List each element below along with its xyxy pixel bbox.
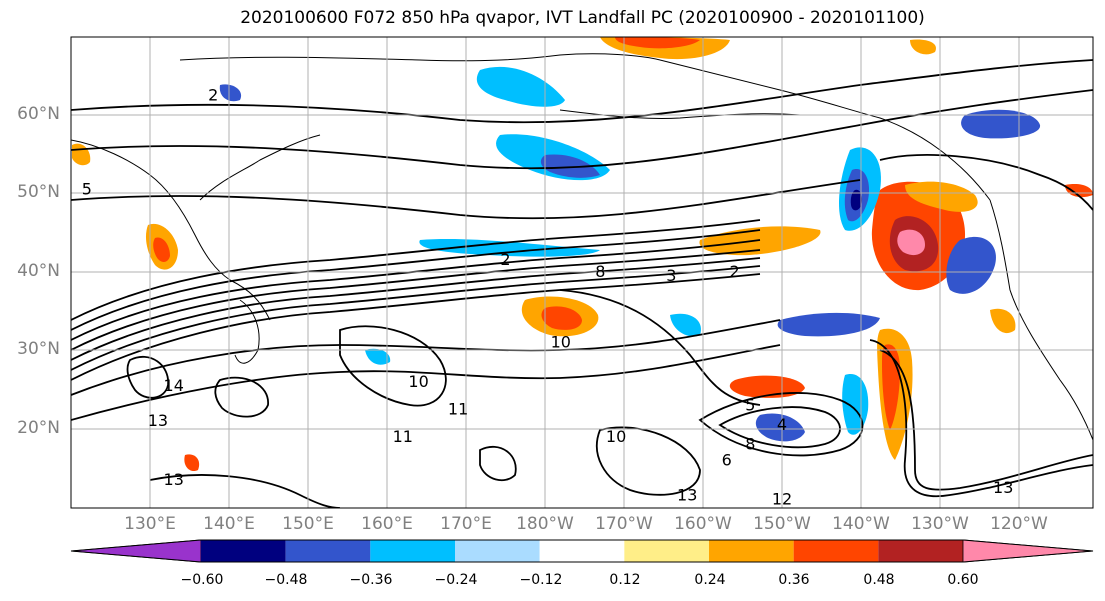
contour-label: 6 xyxy=(722,450,732,469)
colorbar xyxy=(70,539,1094,563)
lon-label-120w: 120°W xyxy=(990,514,1048,534)
colorbar-segment xyxy=(878,540,963,562)
colorbar-tick: −0.48 xyxy=(264,572,308,588)
lon-label-180w: 180°W xyxy=(516,514,574,534)
colorbar-segment xyxy=(455,540,540,562)
lat-label-50n: 50°N xyxy=(17,182,60,202)
contour-label: 8 xyxy=(745,435,755,454)
contour-label: 13 xyxy=(148,411,168,430)
contour-label: 2 xyxy=(500,250,510,269)
contour-label: 14 xyxy=(164,376,184,395)
lon-label-170e: 170°E xyxy=(440,514,492,534)
contour-label: 2 xyxy=(208,85,218,104)
map-title: 2020100600 F072 850 hPa qvapor, IVT Land… xyxy=(240,8,925,28)
colorbar-tick: −0.36 xyxy=(349,572,393,588)
colorbar-segment xyxy=(201,540,286,562)
contour-label: 10 xyxy=(606,427,626,446)
map-frame xyxy=(70,36,1094,509)
colorbar-tick: −0.60 xyxy=(180,572,224,588)
lon-label-150w: 150°W xyxy=(753,514,811,534)
colorbar-segment xyxy=(370,540,455,562)
colorbar-extension-low xyxy=(70,539,202,563)
colorbar-segment xyxy=(709,540,794,562)
colorbar-extension-high xyxy=(962,539,1094,563)
contour-label: 13 xyxy=(993,478,1013,497)
contour-label: 11 xyxy=(448,399,468,418)
lon-label-130w: 130°W xyxy=(911,514,969,534)
lat-label-30n: 30°N xyxy=(17,339,60,359)
contour-label: 11 xyxy=(393,427,413,446)
lon-label-150e: 150°E xyxy=(282,514,334,534)
contour-label: 10 xyxy=(551,333,571,352)
contour-label: 10 xyxy=(408,372,428,391)
lat-label-60n: 60°N xyxy=(17,104,60,124)
colorbar-segment xyxy=(285,540,371,562)
colorbar-tick: 0.60 xyxy=(947,572,979,588)
graticule xyxy=(71,37,1093,508)
lat-label-20n: 20°N xyxy=(17,418,60,438)
colorbar-segment xyxy=(793,540,879,562)
colorbar-tick: 0.36 xyxy=(778,572,810,588)
lon-label-170w: 170°W xyxy=(595,514,653,534)
lon-label-140e: 140°E xyxy=(203,514,255,534)
lon-label-130e: 130°E xyxy=(124,514,176,534)
contour-label: 2 xyxy=(730,262,740,281)
ivt-contours xyxy=(71,59,1093,508)
colorbar-tick: 0.12 xyxy=(609,572,641,588)
colorbar-segment xyxy=(624,540,709,562)
lon-label-160e: 160°E xyxy=(361,514,413,534)
colorbar-tick: 0.48 xyxy=(863,572,895,588)
contour-label: 4 xyxy=(777,415,787,434)
colorbar-frame xyxy=(70,539,1094,563)
contour-label: 3 xyxy=(666,266,676,285)
colorbar-tick: 0.24 xyxy=(694,572,726,588)
contour-label: 13 xyxy=(164,470,184,489)
contour-label: 5 xyxy=(745,395,755,414)
contour-label: 13 xyxy=(677,486,697,505)
lat-label-40n: 40°N xyxy=(17,261,60,281)
contour-label: 8 xyxy=(595,262,605,281)
anomaly-shading xyxy=(72,37,1093,472)
lon-label-140w: 140°W xyxy=(832,514,890,534)
contour-label: 5 xyxy=(82,180,92,199)
contour-label: 12 xyxy=(772,490,792,509)
colorbar-segment xyxy=(539,540,625,562)
lon-label-160w: 160°W xyxy=(674,514,732,534)
colorbar-tick: −0.24 xyxy=(434,572,478,588)
colorbar-tick: −0.12 xyxy=(519,572,563,588)
